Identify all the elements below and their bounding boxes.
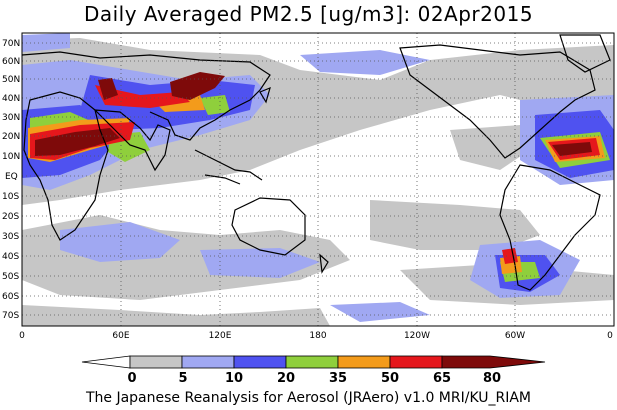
coastlines (22, 34, 611, 291)
colorbar-label: 65 (433, 371, 451, 386)
colorbar-label: 10 (225, 371, 243, 386)
colorbar-segment (285, 355, 339, 369)
lat-label: 50N (2, 75, 20, 85)
lon-label: 0 (607, 331, 613, 341)
lat-label: 30S (2, 232, 19, 242)
lon-label: 120E (209, 331, 232, 341)
colorbar-label: 80 (483, 371, 501, 386)
colorbar-segment (81, 355, 131, 369)
colorbar-labels: 0 5 10 20 35 50 65 80 (127, 371, 501, 386)
lat-label: 30N (2, 113, 20, 123)
colorbar-label: 20 (277, 371, 295, 386)
lat-label: 20S (2, 212, 19, 222)
colorbar-segment (181, 355, 235, 369)
colorbar-segment (389, 355, 443, 369)
lat-label: 50S (2, 272, 19, 282)
colorbar-segment (441, 355, 546, 369)
lat-label: 70N (2, 39, 20, 49)
lon-label: 180 (309, 331, 326, 341)
lat-label: 60S (2, 292, 19, 302)
lat-label: EQ (5, 172, 18, 182)
lon-axis: 0 60E 120E 180 120W 60W 0 (19, 331, 613, 341)
map-title: Daily Averaged PM2.5 [ug/m3]: 02Apr2015 (83, 2, 534, 26)
colorbar-label: 35 (329, 371, 347, 386)
colorbar-segment (337, 355, 391, 369)
colorbar-label: 50 (381, 371, 399, 386)
lat-label: 40N (2, 94, 20, 104)
footer-credit: The Japanese Reanalysis for Aerosol (JRA… (85, 390, 532, 406)
lat-label: 10S (2, 192, 19, 202)
lat-label: 10N (2, 152, 20, 162)
map-frame (21, 32, 615, 327)
lon-label: 60E (112, 331, 129, 341)
lat-label: 60N (2, 57, 20, 67)
lon-label: 0 (19, 331, 25, 341)
lat-axis: 70N 60N 50N 40N 30N 20N 10N EQ 10S 20S 3… (2, 39, 20, 321)
lat-label: 40S (2, 252, 19, 262)
lon-label: 120W (404, 331, 430, 341)
colorbar (81, 355, 546, 369)
colorbar-label: 5 (178, 371, 187, 386)
lat-label: 70S (2, 311, 19, 321)
colorbar-segment (129, 355, 183, 369)
lat-label: 20N (2, 132, 20, 142)
grid-lines (22, 33, 614, 326)
colorbar-segment (233, 355, 287, 369)
lon-label: 60W (505, 331, 525, 341)
colorbar-label: 0 (127, 371, 136, 386)
